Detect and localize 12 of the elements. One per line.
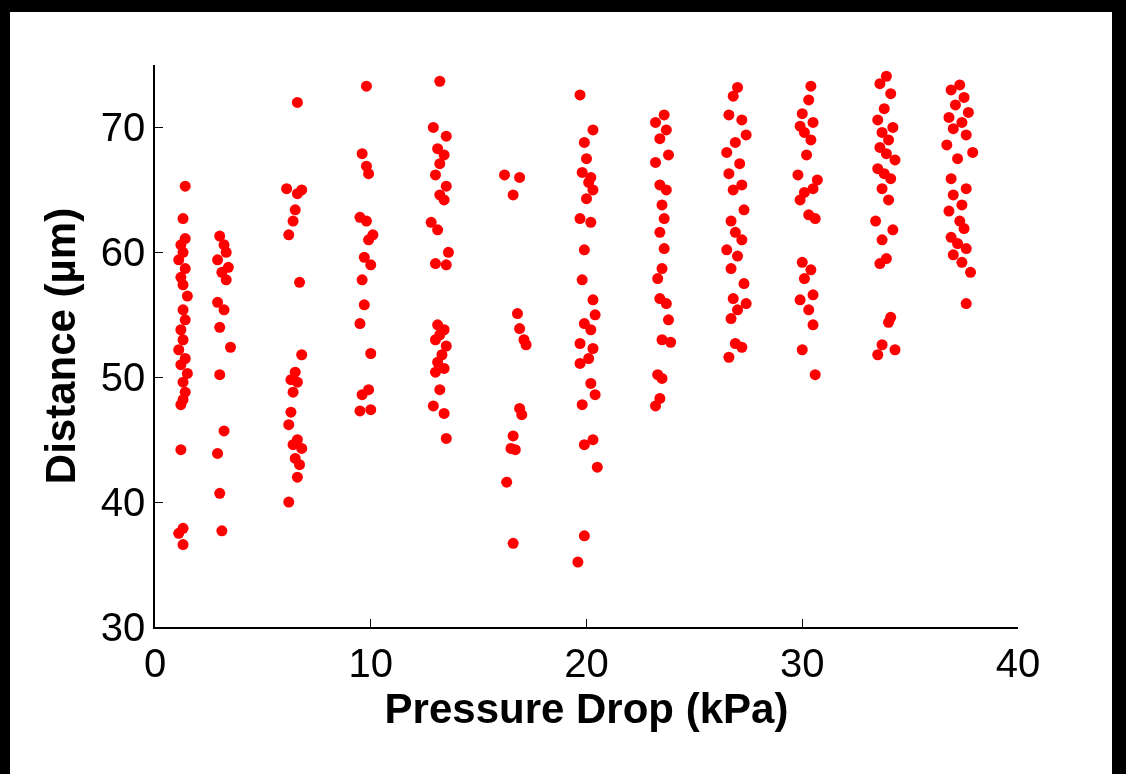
y-tick-label: 40 (100, 480, 146, 525)
x-tick-label: 20 (564, 640, 609, 685)
y-tick-label: 30 (100, 605, 146, 649)
x-tick-label: 30 (780, 640, 825, 685)
y-tick-label: 50 (100, 355, 146, 400)
y-axis-title: Distance (µm) (37, 207, 85, 485)
x-tick-label: 0 (143, 640, 167, 685)
x-tick-label: 40 (995, 640, 1041, 685)
y-tick-label: 70 (100, 105, 146, 150)
y-tick-label: 60 (100, 230, 146, 275)
x-tick-label: 10 (348, 640, 393, 685)
x-axis-title: Pressure Drop (kPa) (384, 685, 789, 733)
